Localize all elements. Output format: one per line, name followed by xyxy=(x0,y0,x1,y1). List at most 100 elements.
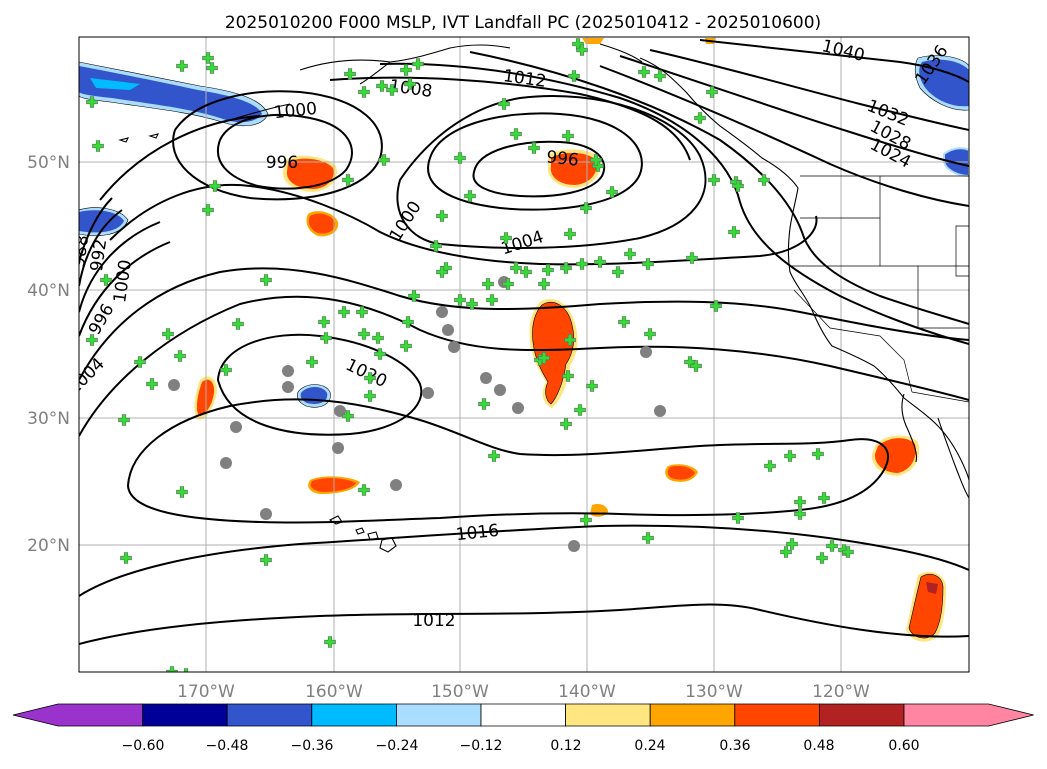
gray-marker xyxy=(436,306,448,318)
colorbar-tick-label: 0.60 xyxy=(888,738,919,754)
contour-label-1012-south: 1012 xyxy=(412,611,455,631)
colorbar-tick-labels: −0.60 −0.48 −0.36 −0.24 −0.12 0.12 0.24 … xyxy=(122,738,920,754)
green-marker xyxy=(764,460,776,472)
green-marker xyxy=(400,340,412,352)
green-marker xyxy=(812,448,824,460)
green-marker xyxy=(586,380,598,392)
green-marker xyxy=(728,226,740,238)
lon-label-160w: 160°W xyxy=(305,682,363,702)
green-marker xyxy=(606,186,618,198)
green-marker xyxy=(826,540,838,552)
gray-marker xyxy=(220,457,232,469)
contour-label-996-center: 996 xyxy=(545,147,579,170)
gray-marker xyxy=(654,405,666,417)
green-marker xyxy=(436,210,448,222)
green-marker xyxy=(358,86,370,98)
gray-marker xyxy=(282,365,294,377)
colorbar-tick-label: 0.12 xyxy=(550,738,581,754)
green-marker xyxy=(816,552,828,564)
green-marker xyxy=(100,274,112,286)
green-marker xyxy=(780,546,792,558)
green-marker xyxy=(580,514,592,526)
green-marker xyxy=(166,666,178,672)
green-marker xyxy=(478,398,490,410)
colorbar-tick-label: 0.48 xyxy=(803,738,834,754)
green-marker xyxy=(594,256,606,268)
lon-label-140w: 140°W xyxy=(558,682,616,702)
gray-marker xyxy=(442,324,454,336)
green-marker xyxy=(564,334,576,346)
colorbar-tick-label: −0.60 xyxy=(122,738,165,754)
green-marker xyxy=(209,180,221,192)
colorbar-segment xyxy=(480,703,566,727)
green-marker xyxy=(612,266,624,278)
green-marker xyxy=(202,52,214,64)
green-marker xyxy=(794,508,806,520)
green-marker xyxy=(732,512,744,524)
green-marker xyxy=(176,486,188,498)
green-marker xyxy=(466,298,478,310)
colorbar-tick-label: −0.12 xyxy=(460,738,503,754)
gray-marker xyxy=(282,381,294,393)
lon-label-150w: 150°W xyxy=(431,682,489,702)
green-marker xyxy=(162,328,174,340)
map-frame xyxy=(78,36,970,673)
figure-title: 2025010200 F000 MSLP, IVT Landfall PC (2… xyxy=(225,13,821,33)
colorbar-tick-label: 0.24 xyxy=(634,738,665,754)
lat-label-20n: 20°N xyxy=(27,536,70,556)
green-plus-markers xyxy=(86,38,854,672)
green-marker xyxy=(202,204,214,216)
colorbar-segment xyxy=(734,703,820,727)
green-marker xyxy=(758,174,770,186)
mslp-contours xyxy=(79,39,969,645)
colorbar-segment xyxy=(649,703,736,727)
green-marker xyxy=(260,274,272,286)
green-marker xyxy=(86,96,98,108)
green-marker xyxy=(358,328,370,340)
contour-label-1016: 1016 xyxy=(455,521,500,545)
green-marker xyxy=(520,266,532,278)
green-marker xyxy=(510,262,522,274)
green-marker xyxy=(500,232,512,244)
green-marker xyxy=(510,128,522,140)
lon-label-170w: 170°W xyxy=(177,682,235,702)
green-marker xyxy=(372,332,384,344)
gray-marker xyxy=(512,402,524,414)
latitude-labels: 50°N 40°N 30°N 20°N xyxy=(27,153,70,556)
green-marker xyxy=(580,202,592,214)
green-marker xyxy=(176,60,188,72)
green-marker xyxy=(502,278,514,290)
colorbar-tick-label: 0.36 xyxy=(719,738,750,754)
colorbar-min-extension xyxy=(12,703,143,727)
green-marker xyxy=(482,278,494,290)
lon-label-120w: 120°W xyxy=(812,682,870,702)
lat-label-50n: 50°N xyxy=(27,153,70,173)
green-marker xyxy=(374,348,386,360)
gray-marker xyxy=(480,372,492,384)
green-marker xyxy=(174,350,186,362)
green-marker xyxy=(618,316,630,328)
green-marker xyxy=(408,290,420,302)
gray-marker xyxy=(448,341,460,353)
green-marker xyxy=(528,142,540,154)
green-marker xyxy=(364,390,376,402)
green-marker xyxy=(146,378,158,390)
positive-ivt-shading xyxy=(194,38,946,642)
green-marker xyxy=(344,68,356,80)
green-marker xyxy=(786,538,798,550)
green-marker xyxy=(486,294,498,306)
green-marker xyxy=(430,240,442,252)
green-marker xyxy=(412,58,424,70)
green-marker xyxy=(562,130,574,142)
green-marker xyxy=(624,248,636,260)
green-marker xyxy=(560,418,572,430)
green-marker xyxy=(576,44,588,56)
gray-circle-markers xyxy=(168,276,666,552)
green-marker xyxy=(386,84,398,96)
colorbar-segment xyxy=(565,703,651,727)
green-marker xyxy=(642,258,654,270)
green-marker xyxy=(436,266,448,278)
green-marker xyxy=(342,410,354,422)
gray-marker xyxy=(640,346,652,358)
green-marker xyxy=(358,484,370,496)
